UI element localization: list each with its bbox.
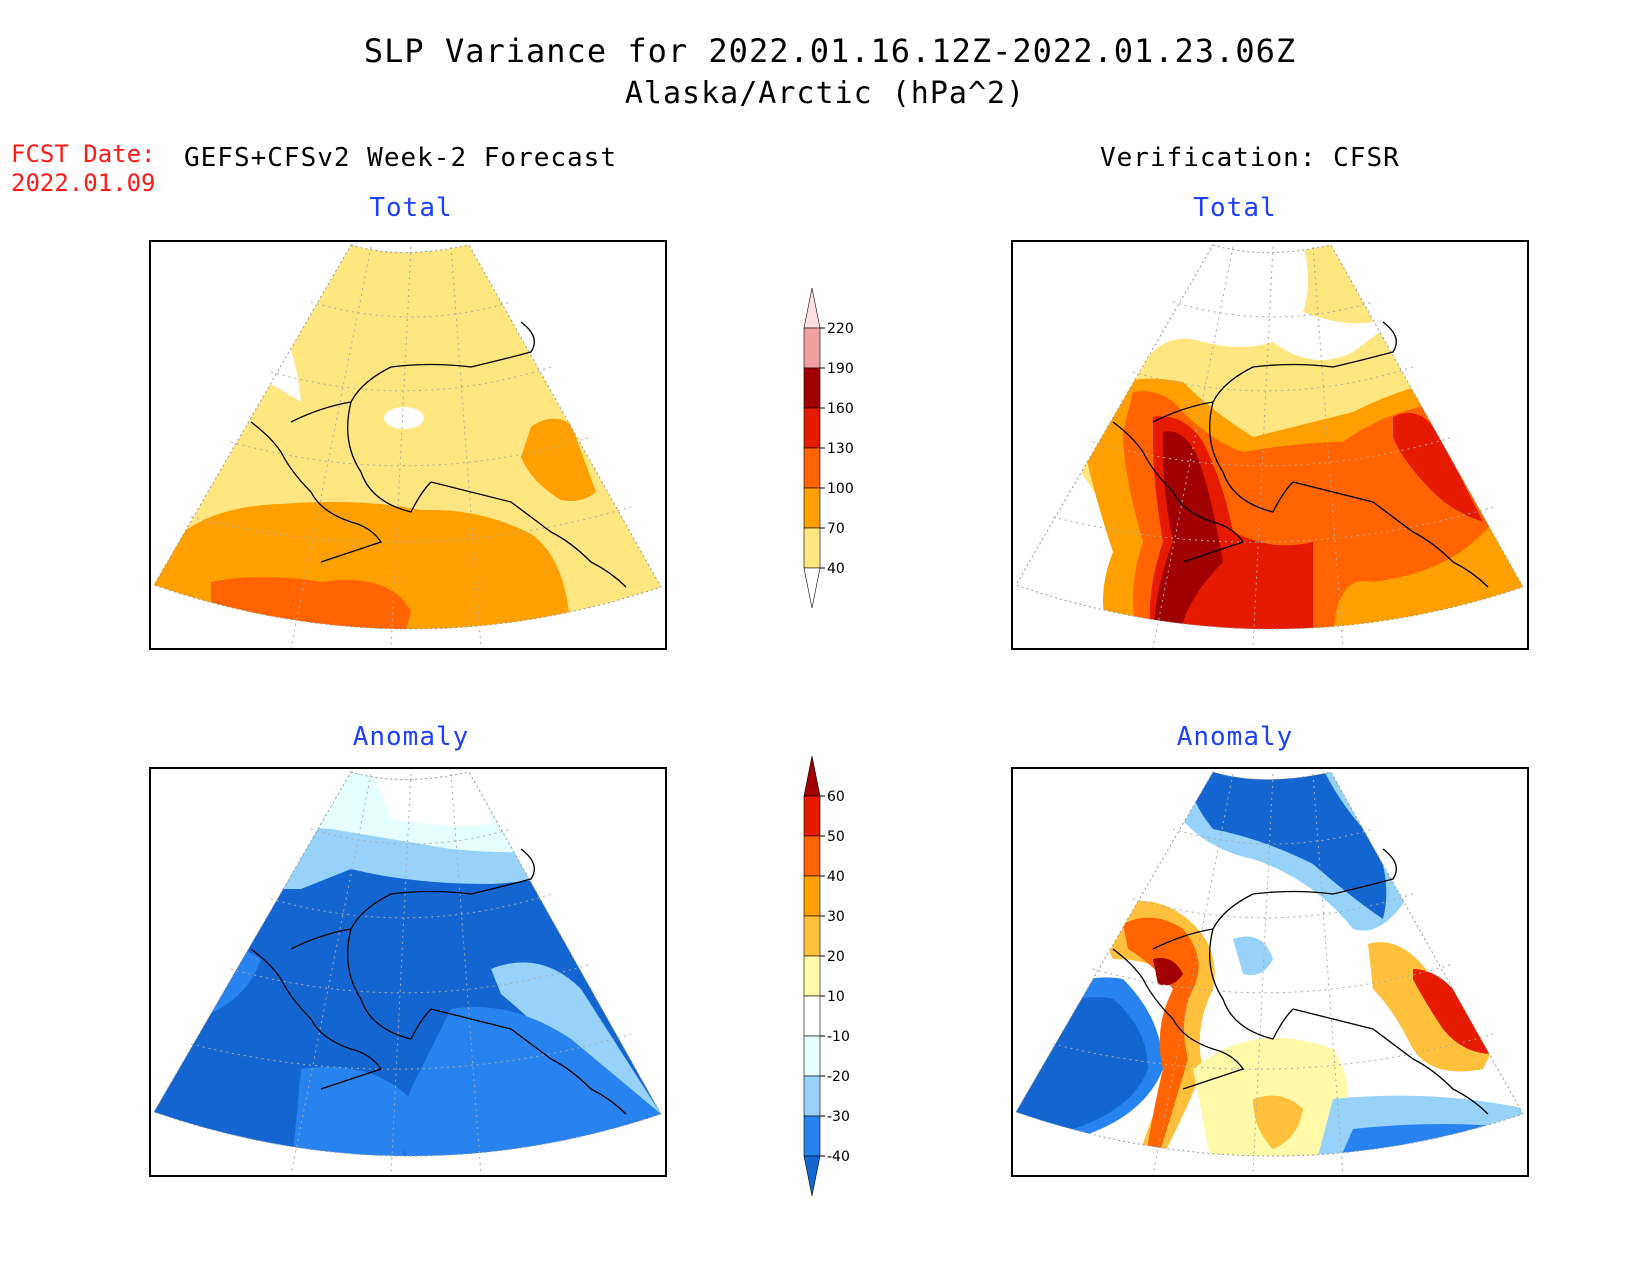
anomaly-20-30-region [1253, 1095, 1303, 1149]
anomaly-minus30-minus40-region [1333, 1124, 1523, 1157]
anomaly-colorbar-bin [803, 955, 821, 997]
anomaly-above-60-region [1153, 958, 1183, 986]
anomaly-minus20-minus30-region [1233, 936, 1273, 975]
total-colorbar-label: 40 [827, 561, 845, 577]
anomaly-colorbar-label: -30 [827, 1109, 850, 1125]
map-domain-edge [1015, 244, 1524, 630]
main-title: SLP Variance for 2022.01.16.12Z-2022.01.… [363, 32, 1297, 70]
anomaly-colorbar-bin [803, 835, 821, 877]
anomaly-colorbar-label: -40 [827, 1149, 850, 1165]
total-colorbar-label: 160 [827, 401, 854, 417]
anomaly-40-50-region [1123, 917, 1199, 1157]
anomaly-colorbar-label: 30 [827, 909, 845, 925]
map-domain-edge [153, 244, 662, 630]
lat-lon-grid [190, 246, 632, 648]
anomaly-colorbar-label: 40 [827, 869, 845, 885]
total-colorbar-label: 220 [827, 321, 854, 337]
total-colorbar-label: 70 [827, 521, 845, 537]
fcst-date-label: FCST Date: [11, 140, 156, 168]
verification-anomaly-title: Anomaly [1176, 722, 1294, 752]
variance-40-70-region [1303, 245, 1373, 324]
anomaly-colorbar: -40 -30 -20 -10 10 20 30 40 50 60 [803, 755, 850, 1197]
total-colorbar-bin [803, 527, 821, 569]
fcst-date-value: 2022.01.09 [11, 169, 156, 197]
coastline [250, 848, 627, 1115]
map-domain-edge [153, 771, 662, 1157]
fcst-date: FCST Date: 2022.01.09 [11, 140, 156, 198]
total-colorbar-label: 130 [827, 441, 854, 457]
anomaly-colorbar-bin [803, 795, 821, 837]
anomaly-minus30-minus40-region [403, 1007, 661, 1157]
total-colorbar-bin [803, 287, 821, 329]
variance-160-190-region [1153, 431, 1223, 630]
anomaly-colorbar-bin [803, 755, 821, 797]
anomaly-colorbar-bin [803, 995, 821, 1037]
verification-total-title: Total [1193, 193, 1277, 223]
verification-total-map [1011, 240, 1529, 650]
forecast-total-map [149, 240, 667, 650]
anomaly-colorbar-bin [803, 915, 821, 957]
total-colorbar-bin [803, 367, 821, 409]
anomaly-colorbar-label: 20 [827, 949, 845, 965]
variance-below-40-region [384, 407, 424, 429]
total-colorbar-bin [803, 327, 821, 369]
anomaly-colorbar-bin [803, 1035, 821, 1077]
anomaly-colorbar-bin [803, 1075, 821, 1117]
total-colorbar-label: 100 [827, 481, 854, 497]
anomaly-50-60-region [1413, 969, 1493, 1054]
map-domain-edge [1015, 771, 1524, 1157]
variance-70-100-region [521, 418, 596, 501]
forecast-column-title: GEFS+CFSv2 Week-2 Forecast [184, 143, 617, 173]
total-colorbar-label: 190 [827, 361, 854, 377]
lat-lon-grid [1052, 246, 1494, 648]
forecast-total-title: Total [369, 193, 453, 223]
verification-anomaly-map [1011, 767, 1529, 1177]
variance-130-160-region [1393, 412, 1483, 522]
coastline [250, 321, 627, 588]
total-colorbar-bin [803, 407, 821, 449]
anomaly-colorbar-label: 60 [827, 789, 845, 805]
lat-lon-grid [1052, 773, 1494, 1175]
anomaly-colorbar-bin [803, 875, 821, 917]
anomaly-colorbar-label: 50 [827, 829, 845, 845]
coastline [1112, 848, 1489, 1115]
total-colorbar: 40 70 100 130 160 190 220 [803, 287, 854, 609]
anomaly-neutral-region [371, 772, 491, 826]
total-colorbar-bin [803, 567, 821, 609]
total-colorbar-bin [803, 447, 821, 489]
anomaly-colorbar-label: -20 [827, 1069, 850, 1085]
anomaly-colorbar-bin [803, 1115, 821, 1157]
anomaly-colorbar-label: -10 [827, 1029, 850, 1045]
anomaly-colorbar-bin [803, 1155, 821, 1197]
forecast-anomaly-map [149, 767, 667, 1177]
anomaly-minus30-minus40-region [291, 1067, 411, 1157]
main-subtitle: Alaska/Arctic (hPa^2) [624, 76, 1026, 111]
verification-column-title: Verification: CFSR [1100, 143, 1400, 173]
anomaly-colorbar-label: 10 [827, 989, 845, 1005]
forecast-anomaly-title: Anomaly [352, 722, 470, 752]
variance-100-130-region [211, 577, 411, 630]
total-colorbar-bin [803, 487, 821, 529]
lat-lon-grid [190, 773, 632, 1175]
variance-190-220-region [1141, 627, 1163, 630]
coastline [1112, 321, 1489, 588]
